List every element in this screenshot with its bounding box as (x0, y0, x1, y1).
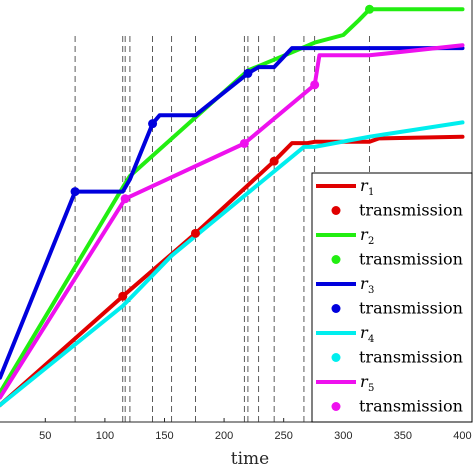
legend-label-r3: r (360, 274, 369, 293)
x-tick-label-350: 350 (394, 430, 412, 442)
x-tick-label-400: 400 (453, 430, 471, 442)
transmission-marker-r5-0 (120, 194, 130, 204)
x-axis-label: time (231, 449, 269, 469)
transmission-marker-r3-1 (148, 119, 158, 129)
legend-label-transmission-9: transmission (359, 397, 463, 416)
legend-label-r1: r (360, 176, 369, 195)
transmission-markers (70, 4, 374, 301)
legend-label-transmission-3: transmission (359, 250, 463, 269)
legend-label-sub-r1: 1 (368, 187, 374, 198)
transmission-marker-r1-1 (190, 228, 200, 238)
legend-marker-3 (331, 255, 341, 264)
series-line-r4 (0, 120, 465, 408)
legend-label-r2: r (360, 225, 369, 244)
transmission-marker-extra-0 (364, 4, 374, 14)
legend-marker-7 (331, 353, 341, 362)
transmission-marker-r5-1 (239, 138, 249, 148)
legend-label-sub-r5: 5 (368, 383, 374, 394)
transmission-marker-r5-2 (310, 80, 320, 90)
transmission-marker-r3-2 (243, 68, 253, 78)
legend-label-r5: r (360, 372, 369, 391)
legend-label-transmission-1: transmission (359, 201, 463, 220)
legend-label-transmission-5: transmission (359, 299, 463, 318)
legend-label-r4: r (360, 323, 369, 342)
legend-label-transmission-7: transmission (359, 348, 463, 367)
series-line-r1 (0, 134, 465, 408)
x-tick-label-300: 300 (334, 430, 352, 442)
x-tick-label-150: 150 (155, 430, 173, 442)
legend-marker-5 (331, 304, 341, 313)
legend-marker-1 (331, 206, 341, 215)
legend-label-sub-r2: 2 (368, 236, 374, 247)
legend-marker-9 (331, 402, 341, 411)
transmission-marker-r1-2 (269, 156, 279, 166)
legend-label-sub-r3: 3 (368, 285, 374, 296)
x-tick-label-100: 100 (96, 430, 114, 442)
series-line-r3 (0, 46, 465, 380)
legend-label-sub-r4: 4 (368, 334, 374, 345)
x-tick-label-50: 50 (39, 430, 51, 442)
transmission-marker-r3-0 (70, 187, 80, 197)
x-tick-label-200: 200 (215, 430, 233, 442)
transmission-marker-r1-0 (118, 291, 128, 301)
x-tick-label-250: 250 (274, 430, 292, 442)
